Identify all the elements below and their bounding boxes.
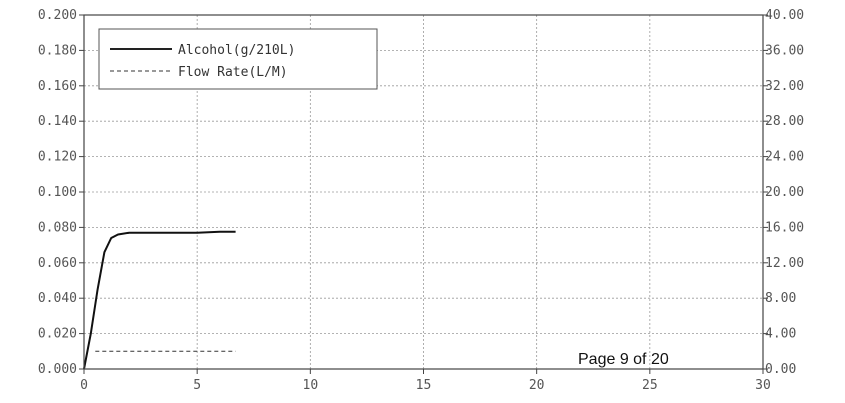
x-tick-label: 30 [755, 378, 771, 393]
x-tick-label: 25 [642, 378, 658, 393]
page-number-annotation: Page 9 of 20 [578, 351, 669, 368]
y-right-tick-label: 8.00 [765, 291, 796, 306]
y-right-tick-label: 12.00 [765, 256, 804, 271]
y-left-tick-label: 0.160 [38, 79, 77, 94]
x-tick-label: 20 [529, 378, 545, 393]
y-right-tick-label: 28.00 [765, 114, 804, 129]
y-left-tick-label: 0.180 [38, 43, 77, 58]
legend-label-alcohol: Alcohol(g/210L) [178, 43, 295, 58]
x-tick-label: 5 [193, 378, 201, 393]
legend: Alcohol(g/210L) Flow Rate(L/M) [98, 28, 378, 90]
y-left-tick-label: 0.100 [38, 185, 77, 200]
plot-frame [83, 14, 764, 370]
y-left-tick-label: 0.120 [38, 150, 77, 165]
y-left-tick-label: 0.080 [38, 220, 77, 235]
y-left-tick-label: 0.140 [38, 114, 77, 129]
y-right-tick-label: 40.00 [765, 8, 804, 23]
x-tick-label: 0 [80, 378, 88, 393]
y-right-tick-label: 36.00 [765, 43, 804, 58]
y-left-tick-label: 0.020 [38, 327, 77, 342]
x-tick-label: 15 [416, 378, 432, 393]
y-left-tick-label: 0.000 [38, 362, 77, 377]
y-left-tick-label: 0.060 [38, 256, 77, 271]
y-right-tick-label: 4.00 [765, 327, 796, 342]
y-right-tick-label: 20.00 [765, 185, 804, 200]
y-right-tick-label: 16.00 [765, 220, 804, 235]
y-left-tick-label: 0.040 [38, 291, 77, 306]
x-tick-label: 10 [303, 378, 319, 393]
y-right-tick-label: 0.00 [765, 362, 796, 377]
legend-label-flow-rate: Flow Rate(L/M) [178, 65, 288, 80]
y-right-tick-label: 32.00 [765, 79, 804, 94]
legend-box [98, 28, 378, 90]
y-right-tick-label: 24.00 [765, 150, 804, 165]
series-lines [83, 230, 236, 370]
axis-ticks: 0.0000.0200.0400.0600.0800.1000.1200.140… [38, 8, 804, 393]
series-line-alcohol [83, 230, 236, 370]
y-left-tick-label: 0.200 [38, 8, 77, 23]
